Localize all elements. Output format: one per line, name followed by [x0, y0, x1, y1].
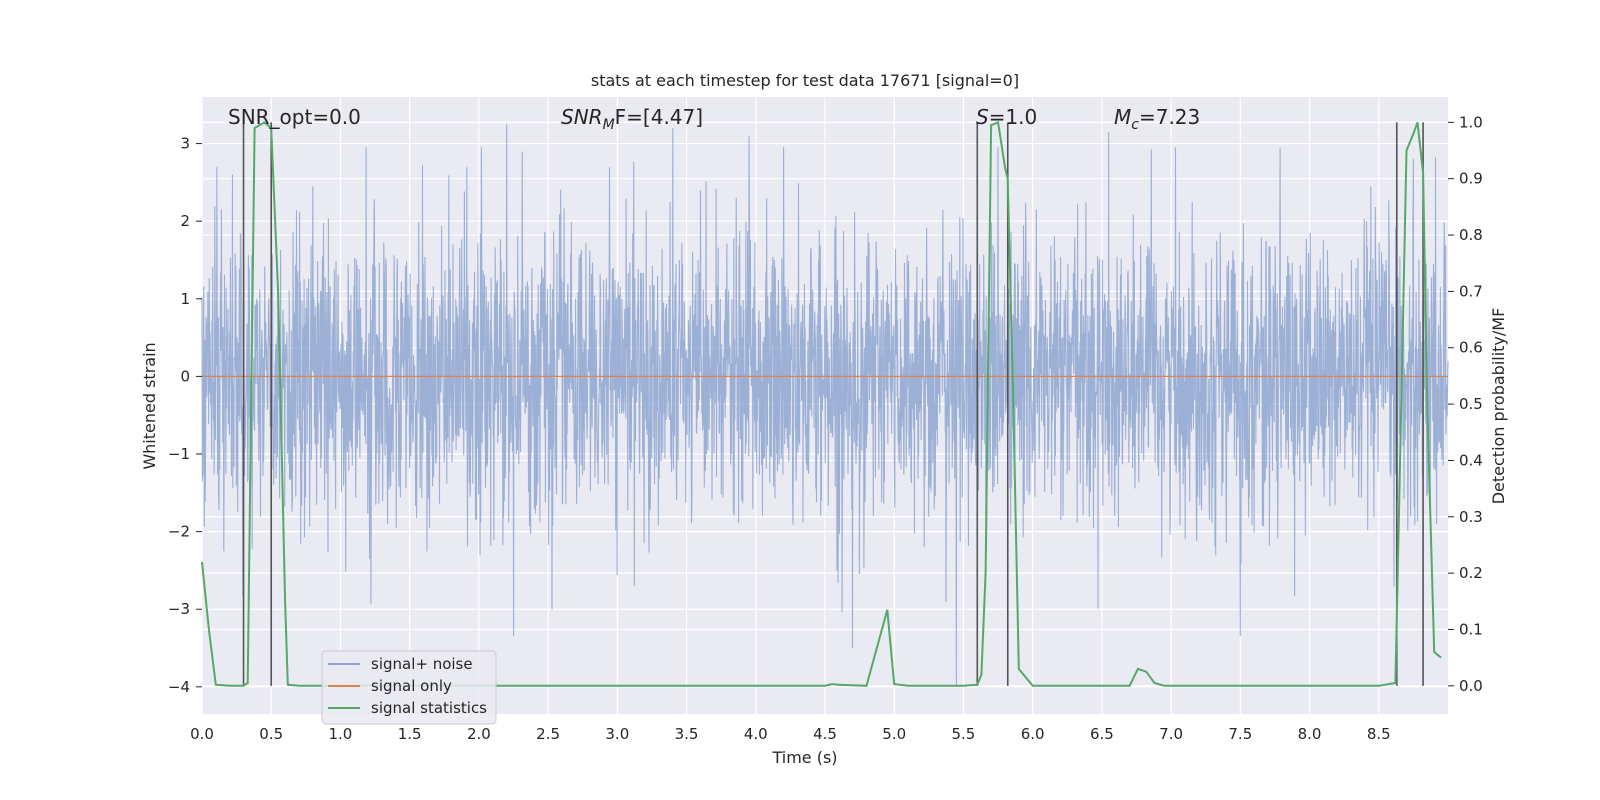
legend-label-signal-noise: signal+ noise — [371, 655, 473, 673]
annotation-mc-sub: c — [1131, 117, 1139, 133]
y-tick-label: −3 — [168, 600, 190, 618]
legend-box — [321, 650, 497, 725]
x-tick-label: 2.0 — [467, 725, 491, 743]
legend: signal+ noise signal only signal statist… — [321, 650, 497, 725]
y2-tick-label: 0.5 — [1459, 395, 1483, 413]
y2-tick-label: 0.7 — [1459, 282, 1483, 300]
x-tick-label: 7.0 — [1159, 725, 1183, 743]
x-tick-label: 4.5 — [813, 725, 837, 743]
x-tick-label: 5.0 — [882, 725, 906, 743]
legend-label-signal-statistics: signal statistics — [371, 699, 487, 717]
signal-plus-noise-line — [201, 124, 1449, 687]
legend-label-signal-only: signal only — [371, 677, 452, 695]
y-tick-label: 3 — [180, 135, 190, 153]
signal-statistics-series — [201, 121, 1442, 687]
y2-tick-label: 0.0 — [1459, 677, 1483, 695]
y2-tick-label: 0.9 — [1459, 170, 1483, 188]
y2-tick-label: 1.0 — [1459, 113, 1483, 131]
x-tick-label: 7.5 — [1228, 725, 1252, 743]
y-tick-label: 0 — [180, 367, 190, 385]
y2-tick-label: 0.6 — [1459, 339, 1483, 357]
annotation-snr-mf-rest: F=[4.47] — [615, 105, 703, 129]
x-tick-label: 5.5 — [952, 725, 976, 743]
annotation-snr-mf: SNRMF=[4.47] — [561, 105, 703, 133]
chart-title: stats at each timestep for test data 176… — [591, 71, 1019, 90]
y-tick-label: −2 — [168, 523, 190, 541]
x-tick-label: 1.5 — [398, 725, 422, 743]
y2-tick-label: 0.2 — [1459, 564, 1483, 582]
annotation-mc: Mc=7.23 — [1114, 105, 1200, 133]
y2-axis-label: Detection probability/MF — [1489, 308, 1508, 505]
y2-tick-label: 0.3 — [1459, 508, 1483, 526]
x-tick-label: 2.5 — [536, 725, 560, 743]
y-axis-label: Whitened strain — [140, 342, 159, 469]
x-tick-label: 8.5 — [1367, 725, 1391, 743]
y-tick-label: −4 — [168, 678, 190, 696]
annotation-snr-mf-sub: M — [603, 117, 615, 133]
annotation-s-rest: =1.0 — [989, 105, 1038, 129]
annotation-mc-rest: =7.23 — [1139, 105, 1200, 129]
annotation-s: S=1.0 — [976, 105, 1037, 129]
x-tick-label: 0.0 — [190, 725, 214, 743]
annotation-snr-mf-main: SNR — [561, 105, 603, 129]
x-tick-label: 3.5 — [675, 725, 699, 743]
annotation-mc-main: M — [1114, 105, 1131, 129]
y-tick-label: −1 — [168, 445, 190, 463]
x-tick-label: 3.0 — [605, 725, 629, 743]
y-tick-label: 2 — [180, 212, 190, 230]
y2-axis-ticks: 0.0 0.1 0.2 0.3 0.4 0.5 0.6 0.7 0.8 0.9 1.0 — [1448, 113, 1483, 695]
x-tick-label: 4.0 — [744, 725, 768, 743]
x-tick-label: 6.0 — [1021, 725, 1045, 743]
x-axis-label: Time (s) — [771, 748, 837, 767]
x-tick-label: 0.5 — [259, 725, 283, 743]
y-tick-label: 1 — [180, 290, 190, 308]
x-axis-ticks: 0.0 0.5 1.0 1.5 2.0 2.5 3.0 3.5 4.0 4.5 5.0 5.5 6.0 6… — [190, 725, 1391, 743]
y2-tick-label: 0.4 — [1459, 451, 1483, 469]
annotation-snr-opt: SNR_opt=0.0 — [228, 105, 361, 129]
x-tick-label: 8.0 — [1298, 725, 1322, 743]
x-tick-label: 1.0 — [329, 725, 353, 743]
y-axis-ticks: −4 −3 −2 −1 0 1 2 3 — [168, 135, 202, 696]
y2-tick-label: 0.1 — [1459, 620, 1483, 638]
signal-plus-noise-series — [201, 124, 1449, 687]
signal-statistics-line — [201, 121, 1442, 687]
annotation-s-main: S — [976, 105, 989, 129]
x-tick-label: 6.5 — [1090, 725, 1114, 743]
y2-tick-label: 0.8 — [1459, 226, 1483, 244]
